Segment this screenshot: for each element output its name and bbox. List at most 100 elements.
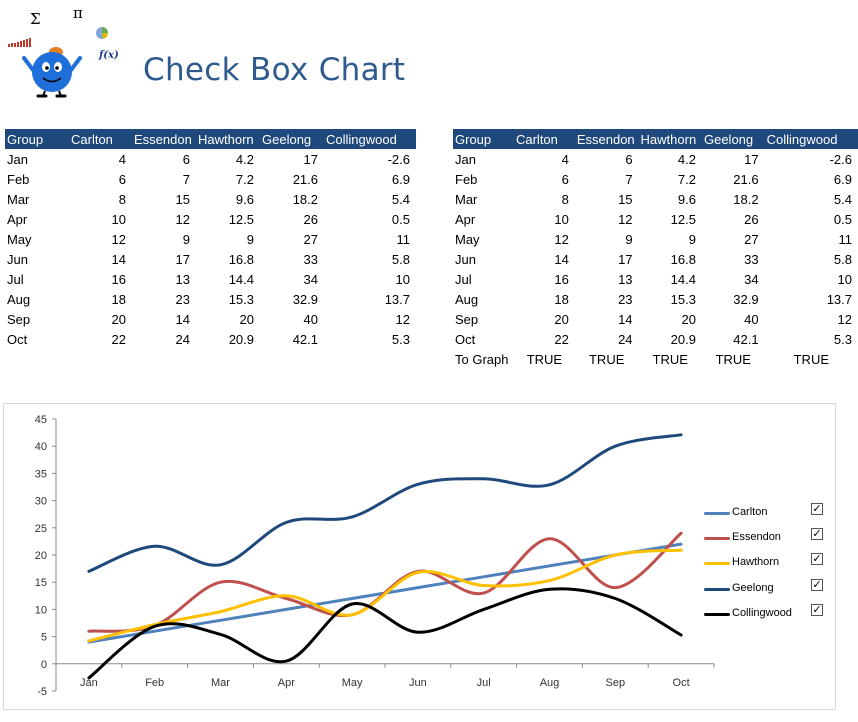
table-cell: 8	[561, 191, 569, 207]
table-cell: 9.6	[235, 191, 254, 207]
table-cell: 13	[175, 271, 190, 287]
header-geelong: Geelong	[260, 129, 324, 149]
series-checkbox-geelong[interactable]: ✓	[811, 579, 823, 591]
table-row: Oct 22 24 20.9 42.1 5.3	[453, 329, 858, 349]
sigma-symbol: Σ	[30, 10, 41, 28]
table-cell: 14	[554, 251, 569, 267]
y-tick-label: 15	[35, 577, 47, 589]
table-cell: 17	[744, 151, 759, 167]
table-cell: 5.3	[391, 331, 410, 347]
row-label: Jan	[455, 151, 476, 167]
x-tick-label: May	[342, 677, 363, 689]
header-hawthorn: Hawthorn	[196, 129, 260, 149]
series-checkbox-collingwood[interactable]: ✓	[811, 604, 823, 616]
row-label: Oct	[7, 331, 28, 347]
table-row: Sep 20 14 20 40 12	[453, 309, 858, 329]
legend-label: Collingwood	[732, 607, 792, 619]
table-cell: 24	[618, 331, 633, 347]
table-cell: 4	[561, 151, 569, 167]
table-cell: 14.4	[670, 271, 696, 287]
series-checkbox-hawthorn[interactable]: ✓	[811, 553, 823, 565]
table-cell: 20	[554, 311, 569, 327]
y-tick-label: 35	[35, 468, 47, 480]
table-cell: 42.1	[292, 331, 318, 347]
table-row: May 12 9 9 27 11	[453, 229, 858, 249]
table-cell: 5.8	[391, 251, 410, 267]
pi-symbol: π	[73, 4, 83, 22]
legend-swatch	[704, 537, 730, 540]
series-line-collingwood	[87, 587, 683, 680]
mascot-icon	[8, 27, 109, 98]
table-cell: 17	[175, 251, 190, 267]
table-cell: 12.5	[670, 211, 696, 227]
series-checkbox-carlton[interactable]: ✓	[811, 503, 823, 515]
table-cell: 15.3	[670, 291, 696, 307]
table-cell: 6	[625, 151, 633, 167]
row-label: Sep	[7, 311, 31, 327]
table-cell: 21.6	[292, 171, 318, 187]
row-label: Jul	[455, 271, 472, 287]
row-label: Oct	[455, 331, 476, 347]
x-tick-label: Feb	[145, 677, 164, 689]
table-cell: 10	[111, 211, 126, 227]
table-cell: 18	[554, 291, 569, 307]
table-cell: 14	[175, 311, 190, 327]
header-essendon: Essendon	[574, 129, 639, 149]
table-cell: 9	[688, 231, 696, 247]
table-cell: 5.4	[391, 191, 410, 207]
table-row: May 12 9 9 27 11	[5, 229, 416, 249]
table-cell: 42.1	[733, 331, 759, 347]
table-cell: 20	[111, 311, 126, 327]
table-cell: 8	[118, 191, 126, 207]
table-cell: 12.5	[228, 211, 254, 227]
table-cell: 27	[303, 231, 318, 247]
table-cell: 20	[681, 311, 696, 327]
series-checkbox-essendon[interactable]: ✓	[811, 528, 823, 540]
x-tick-label: Jul	[477, 677, 491, 689]
header-essendon: Essendon	[132, 129, 196, 149]
line-chart: -5 0 5 10 15 20 25 30 35 40 45 Jan Feb Mar Apr May Jun Ju…	[35, 414, 715, 698]
table-cell: 9	[625, 231, 633, 247]
header-hawthorn: Hawthorn	[638, 129, 702, 149]
row-label: Mar	[7, 191, 30, 207]
table-row: Apr 10 12 12.5 26 0.5	[453, 209, 858, 229]
table-cell: 7	[182, 171, 190, 187]
table-cell: -2.6	[829, 151, 852, 167]
table-cell: 13.7	[384, 291, 410, 307]
table-cell: 12	[837, 311, 852, 327]
row-label: Jun	[455, 251, 476, 267]
table-cell: 18.2	[733, 191, 759, 207]
table-cell: 10	[395, 271, 410, 287]
row-label: Feb	[7, 171, 30, 187]
y-tick-label: 20	[35, 550, 47, 562]
table-row: Feb 6 7 7.2 21.6 6.9	[5, 169, 416, 189]
y-tick-label: 10	[35, 604, 47, 616]
table-cell: 14.4	[228, 271, 254, 287]
table-cell: 40	[744, 311, 759, 327]
y-tick-label: 40	[35, 441, 47, 453]
header-collingwood: Collingwood	[764, 129, 858, 149]
table-cell: 16.8	[228, 251, 254, 267]
table-cell: 13	[618, 271, 633, 287]
table-cell: 12	[395, 311, 410, 327]
row-label: Apr	[7, 211, 28, 227]
table-cell: 9.6	[677, 191, 696, 207]
table-cell: 22	[554, 331, 569, 347]
y-tick-label: 30	[35, 496, 47, 508]
table-cell: 14	[618, 311, 633, 327]
table-cell: 7	[625, 171, 633, 187]
table-cell: 22	[111, 331, 126, 347]
y-tick-label: 0	[41, 659, 47, 671]
table-cell: 17	[303, 151, 318, 167]
table-row: Mar 8 15 9.6 18.2 5.4	[453, 189, 858, 209]
table-cell: 32.9	[733, 291, 759, 307]
table-cell: 12	[554, 231, 569, 247]
row-label: Jun	[7, 251, 28, 267]
row-label: Aug	[455, 291, 479, 307]
table-cell: 26	[303, 211, 318, 227]
legend-label: Hawthorn	[732, 556, 780, 568]
page-title: Check Box Chart	[143, 52, 406, 88]
table-cell: 26	[744, 211, 759, 227]
table-row: Aug 18 23 15.3 32.9 13.7	[5, 289, 416, 309]
table-cell: 15	[618, 191, 633, 207]
